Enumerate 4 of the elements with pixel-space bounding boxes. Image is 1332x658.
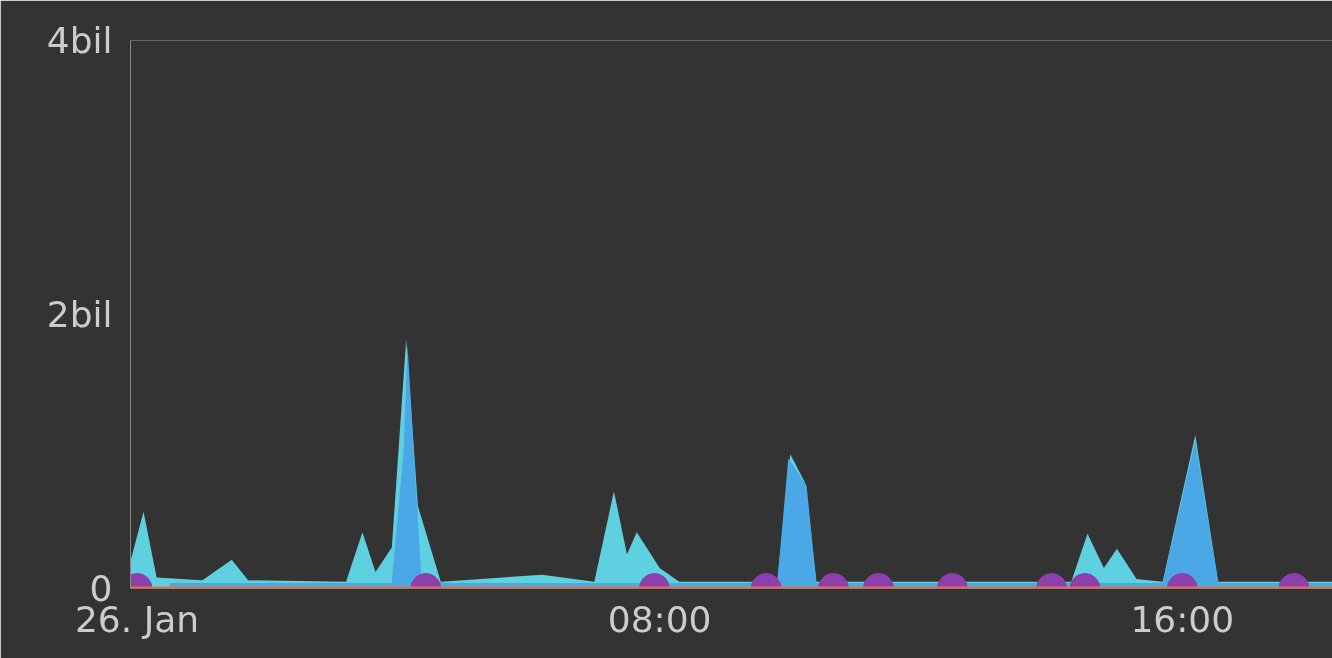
- y-tick-label: 4bil: [46, 20, 113, 61]
- y-tick-label: 2bil: [46, 294, 113, 335]
- x-tick-label: 16:00: [1130, 598, 1235, 640]
- x-tick-label: 08:00: [607, 598, 712, 640]
